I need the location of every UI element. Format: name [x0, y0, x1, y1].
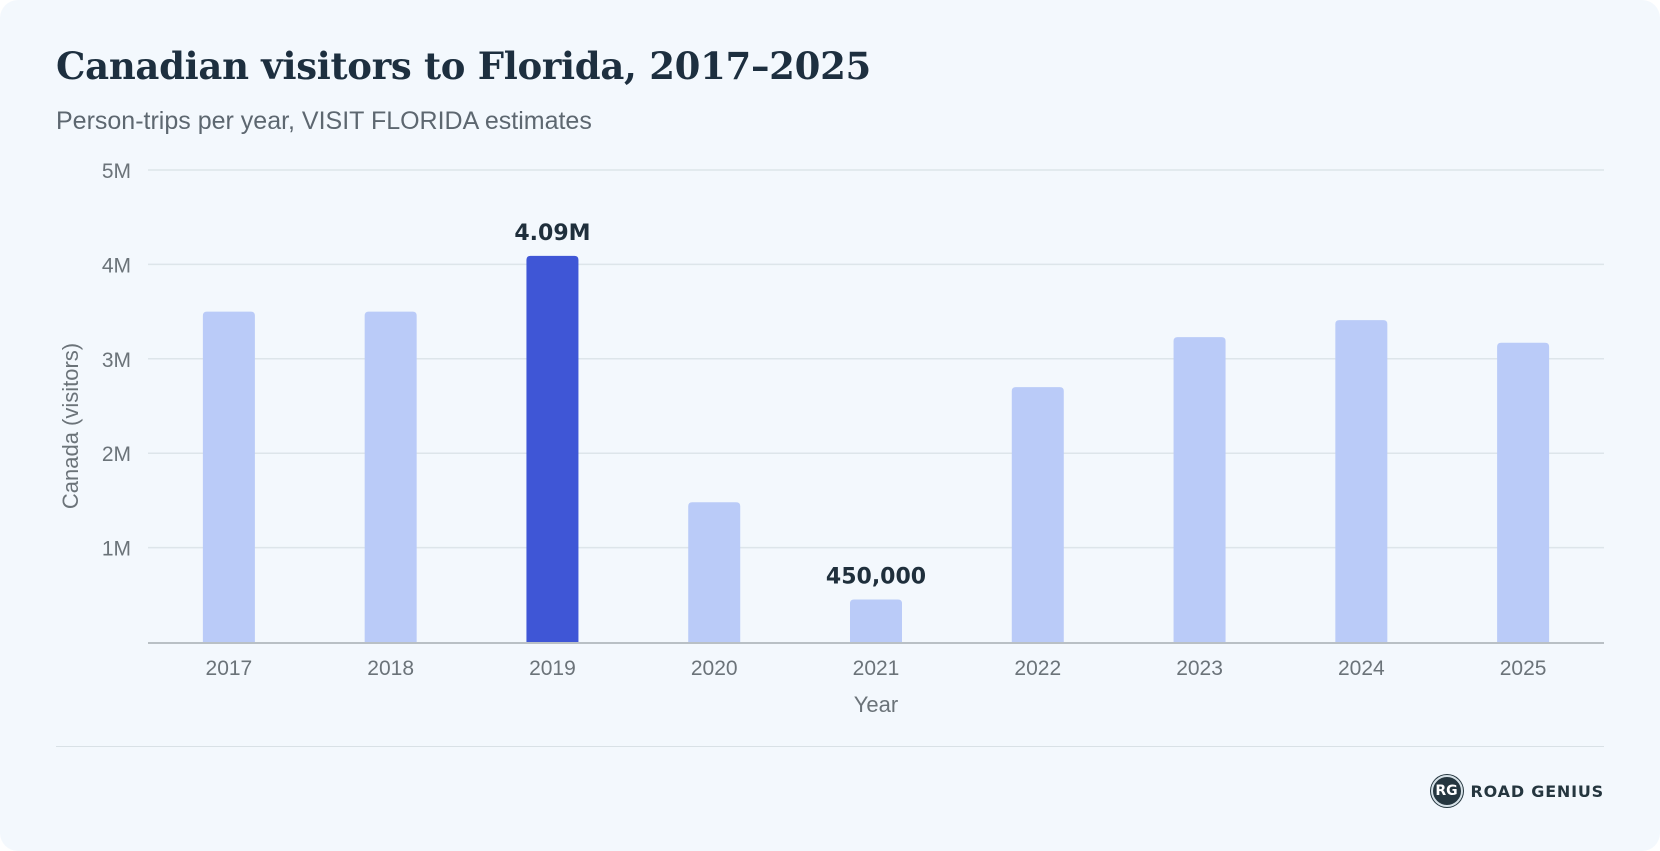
x-tick-label: 2021 — [853, 657, 900, 680]
chart-title: Canadian visitors to Florida, 2017–2025 — [56, 44, 871, 88]
y-axis-title: Canada (visitors) — [58, 343, 83, 509]
road-genius-logo-icon: RG — [1430, 775, 1463, 807]
y-tick-label: 4M — [102, 254, 131, 277]
data-label: 450,000 — [826, 565, 926, 590]
y-tick-label: 2M — [102, 443, 131, 466]
bar-2020 — [688, 502, 741, 642]
data-labels: 4.09M 450,000 — [514, 221, 926, 590]
chart-subtitle: Person-trips per year, VISIT FLORIDA est… — [56, 107, 592, 135]
bar-2024 — [1335, 320, 1388, 642]
bar-chart: 4.09M 450,000 1M 2M 3M 4M 5M 2017 2018 2019 2020… — [58, 160, 1604, 717]
bar-2023 — [1173, 337, 1226, 642]
y-tick-label: 3M — [102, 349, 131, 372]
x-tick-label: 2024 — [1338, 657, 1385, 680]
y-tick-label: 5M — [102, 160, 131, 183]
y-axis-ticks: 1M 2M 3M 4M 5M — [102, 160, 131, 561]
brand: RG ROAD GENIUS — [1430, 775, 1604, 807]
bar-2018 — [364, 311, 417, 642]
bar-2021 — [850, 599, 902, 642]
bar-2017 — [202, 311, 255, 642]
bar-2019 — [526, 255, 579, 643]
x-tick-label: 2018 — [367, 657, 414, 680]
x-axis-ticks: 2017 2018 2019 2020 2021 2022 2023 2024 2025 — [206, 657, 1547, 680]
y-tick-label: 1M — [102, 538, 131, 561]
x-axis-title: Year — [854, 692, 898, 717]
bar-2025 — [1497, 342, 1550, 642]
bars — [202, 255, 1550, 643]
x-tick-label: 2017 — [206, 657, 253, 680]
x-tick-label: 2023 — [1176, 657, 1223, 680]
brand-name: ROAD GENIUS — [1470, 781, 1604, 801]
x-tick-label: 2022 — [1014, 657, 1061, 680]
x-tick-label: 2020 — [691, 657, 738, 680]
x-tick-label: 2019 — [529, 657, 576, 680]
data-label: 4.09M — [514, 221, 590, 246]
footer-divider — [56, 746, 1604, 747]
x-tick-label: 2025 — [1500, 657, 1547, 680]
bar-2022 — [1011, 387, 1064, 642]
